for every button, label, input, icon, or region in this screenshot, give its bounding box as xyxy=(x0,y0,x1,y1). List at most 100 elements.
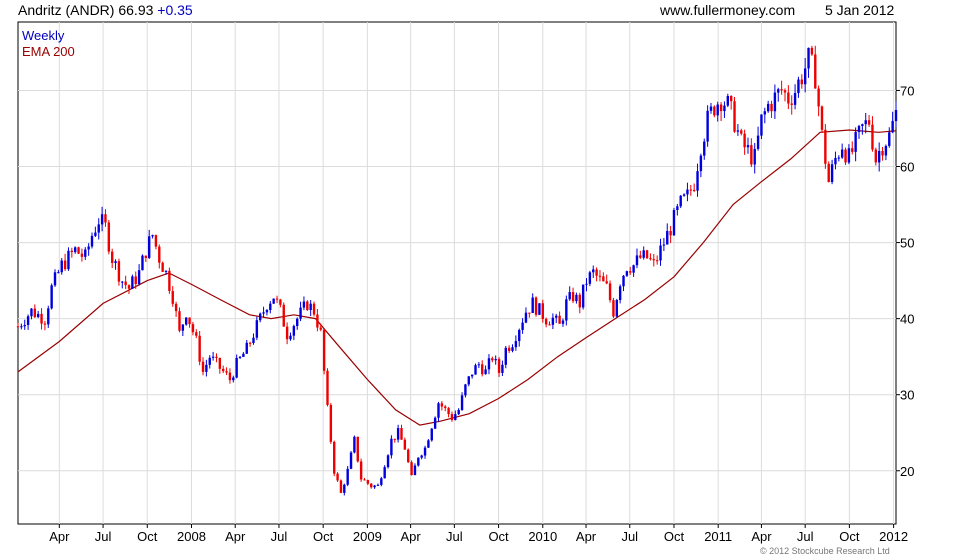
price-bar-body xyxy=(726,95,730,106)
stock-title: Andritz (ANDR) 66.93 +0.35 xyxy=(18,0,193,20)
grid-lines xyxy=(18,22,896,524)
price-bar-body xyxy=(423,447,427,456)
price-bar-body xyxy=(151,235,154,237)
x-tick-label: Oct xyxy=(664,529,685,544)
price-bar-body xyxy=(538,303,541,315)
price-bar-body xyxy=(450,414,454,421)
price-bar-body xyxy=(184,317,188,325)
price-bar-body xyxy=(50,285,53,309)
price-bar-body xyxy=(481,364,484,375)
price-bar-body xyxy=(376,484,380,486)
price-bar-body xyxy=(514,341,518,348)
price-bar-body xyxy=(228,372,232,381)
price-bar-body xyxy=(578,294,581,308)
price-bar-body xyxy=(447,408,450,415)
plot-area xyxy=(17,21,897,525)
price-bar-body xyxy=(235,357,238,378)
price-bar-body xyxy=(225,371,228,373)
price-bar-body xyxy=(618,286,622,301)
price-bar-body xyxy=(117,261,121,282)
price-bar-body xyxy=(565,299,568,321)
price-bar-body xyxy=(655,260,659,262)
price-bar-body xyxy=(740,130,743,134)
price-bar-body xyxy=(766,103,770,112)
x-tick-label: Jul xyxy=(95,529,112,544)
price-bar-body xyxy=(504,347,507,365)
price-bar-body xyxy=(215,356,218,358)
price-bar-body xyxy=(635,255,639,266)
x-tick-label: Jul xyxy=(271,529,288,544)
price-bar-body xyxy=(390,438,393,456)
price-bar-body xyxy=(131,276,134,289)
price-bar-body xyxy=(639,255,642,258)
chart-date: 5 Jan 2012 xyxy=(825,2,895,18)
price-bar-body xyxy=(30,308,33,317)
price-bar-body xyxy=(783,90,787,93)
price-bar-body xyxy=(719,104,723,112)
price-bar-body xyxy=(161,262,164,272)
price-bar-body xyxy=(178,311,181,331)
price-bar-body xyxy=(773,92,777,112)
price-bar-body xyxy=(851,148,854,152)
price-bar-body xyxy=(894,109,898,122)
price-bar-body xyxy=(134,276,137,285)
price-bar-body xyxy=(507,347,511,351)
x-tick-label: Apr xyxy=(401,529,422,544)
price-bar-body xyxy=(259,313,262,321)
price-bar-body xyxy=(743,133,746,148)
price-bar-body xyxy=(40,313,43,324)
price-bar-body xyxy=(269,303,272,311)
price-bar-body xyxy=(817,88,820,107)
price-bar-body xyxy=(756,135,760,149)
price-bar-body xyxy=(275,298,279,300)
price-bar-body xyxy=(171,291,174,304)
chart-header: Andritz (ANDR) 66.93 +0.35 www.fullermon… xyxy=(18,0,898,20)
x-tick-label: Jul xyxy=(621,529,638,544)
price-bar-body xyxy=(464,384,467,396)
price-bar-body xyxy=(494,359,497,361)
price-bar-body xyxy=(279,299,282,305)
price-bar-body xyxy=(884,145,888,156)
price-bar-body xyxy=(87,246,90,250)
y-tick-label: 20 xyxy=(900,464,914,479)
price-bar-body xyxy=(373,485,376,488)
x-tick-label: Apr xyxy=(49,529,70,544)
price-bar-body xyxy=(262,312,265,314)
x-tick-label: Apr xyxy=(225,529,246,544)
price-bar-body xyxy=(282,304,285,327)
price-bar-body xyxy=(80,253,84,257)
price-bar-body xyxy=(322,329,326,371)
price-bar-body xyxy=(238,356,242,358)
price-bar-body xyxy=(427,440,430,448)
price-bar-body xyxy=(121,281,124,283)
x-tick-label: Oct xyxy=(839,529,860,544)
price-bar-body xyxy=(474,365,477,375)
price-bar-body xyxy=(612,300,615,317)
price-bar-body xyxy=(457,409,460,415)
x-tick-label: Apr xyxy=(751,529,772,544)
price-bar-body xyxy=(605,281,608,284)
price-bar-body xyxy=(470,374,474,377)
stock-change: +0.35 xyxy=(157,2,193,18)
price-bar-body xyxy=(104,214,107,223)
price-bar-body xyxy=(124,281,127,286)
price-bar-body xyxy=(864,120,867,125)
price-bar-body xyxy=(444,406,447,409)
price-bar-body xyxy=(524,312,528,323)
price-bar-body xyxy=(652,259,655,261)
stock-price: 66.93 xyxy=(118,2,154,18)
price-bar-body xyxy=(497,359,501,373)
price-bar-body xyxy=(598,275,602,277)
price-bar-body xyxy=(531,297,534,314)
price-bar-body xyxy=(733,101,736,132)
x-tick-label: Jul xyxy=(797,529,814,544)
price-bar-body xyxy=(349,452,353,469)
price-bar-body xyxy=(265,310,269,313)
price-bar-body xyxy=(834,157,837,165)
price-bar-body xyxy=(780,89,783,91)
x-tick-label: 2011 xyxy=(704,529,732,544)
price-bar-body xyxy=(699,155,703,172)
price-bar-body xyxy=(676,206,679,211)
y-tick-label: 50 xyxy=(900,236,914,251)
price-bar-body xyxy=(70,250,74,253)
